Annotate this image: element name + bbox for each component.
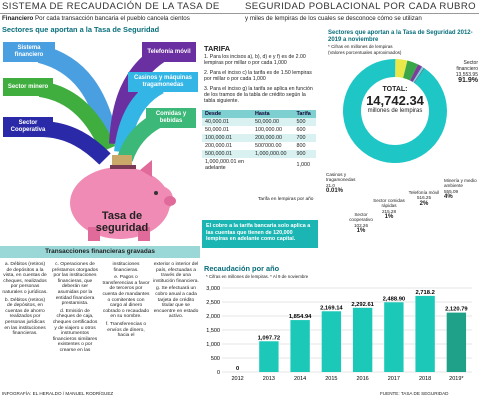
bar-value-label: 0 <box>236 366 239 372</box>
tarifa-note: Tarifa en lempiras por año <box>258 197 314 202</box>
bar-value-label: 2,120.79 <box>445 307 468 313</box>
y-tick-label: 2,000 <box>206 314 220 320</box>
table-row: 500,000.01 1,000,000.00 900 <box>202 150 316 158</box>
bar-value-label: 2,169.14 <box>320 305 343 311</box>
donut-note-1: * Cifras en millones de lempiras <box>328 44 393 49</box>
bar-value-label: 2,488.90 <box>383 296 406 302</box>
sector-minero: Sector minero <box>3 78 53 96</box>
y-tick-label: 1,500 <box>206 328 220 334</box>
piggy-bank-icon <box>70 155 176 241</box>
label-financiero: Sector financiero 13,553.95 91.9% <box>455 60 478 84</box>
sector-financiero: Sistema financiero <box>3 42 55 62</box>
x-tick-label: 2015 <box>325 376 337 382</box>
bar <box>321 311 342 372</box>
table-row: 200,000.01 500'000.00 800 <box>205 143 306 149</box>
label-cooperativo: Sector cooperativo 102.26 1% <box>349 212 373 235</box>
transactions-col-1: a. Débitos (retiros) de depósitos a la v… <box>2 262 48 337</box>
bar <box>290 320 310 372</box>
label-casinos: Casinos y tragamonedas 21.0 0.01% <box>326 172 356 195</box>
donut-slice <box>410 64 423 82</box>
sector-cooperativa: Sector Cooperativa <box>3 117 53 137</box>
donut-slice <box>413 67 425 83</box>
chart-title: Recaudación por año <box>204 264 280 273</box>
sector-comidas: Comidas y bebidas <box>146 108 196 128</box>
subtitle-right: y miles de lempiras de los cuales se des… <box>245 15 422 22</box>
table-row: 100,000.01 200,000.00 700 <box>202 134 316 142</box>
label-mineria: Minería y medio ambiente 555.09 4% <box>444 178 477 201</box>
donut-slice <box>395 59 408 78</box>
sector-telefonia: Telefonía móvil <box>142 42 196 62</box>
table-row: 40,000.01 50,000.00 500 <box>202 118 316 126</box>
donut-slice <box>403 60 418 81</box>
transactions-heading: Transacciones financieras gravadas <box>0 246 200 258</box>
tarifa-heading: TARIFA <box>204 44 231 53</box>
donut-slice <box>412 66 424 83</box>
bar-value-label: 2,718.2 <box>415 290 434 296</box>
sector-casinos: Casinos y máquinas tragamonedas <box>128 72 198 92</box>
table-row: 1,000,000.01 en adelante 1,000 <box>205 159 311 171</box>
transactions-col-3: instituciones financieras. e. Pagos o tra… <box>102 262 150 339</box>
label-comidas: Sector comidas rápidas 215.28 1% <box>373 198 405 221</box>
sectors-heading: Sectores que aportan a la Tasa de Seguri… <box>2 25 160 34</box>
bar <box>259 341 279 372</box>
subtitle-left: Financiero Por cada transacción bancaria… <box>2 15 190 22</box>
tarifa-table: Desde Hasta Tarifa 40,000.01 50,000.00 500 5… <box>202 110 316 172</box>
tarifa-rule-2: 2. Para el inciso c) la tarifa es de 1.5… <box>204 70 312 82</box>
bar <box>384 302 404 372</box>
x-tick-label: 2013 <box>263 376 275 382</box>
title-rule <box>0 13 479 14</box>
piggy-label: Tasa de seguridad <box>95 210 149 234</box>
x-tick-label: 2017 <box>388 376 400 382</box>
bar-value-label: 1,097.72 <box>258 335 281 341</box>
donut-slice <box>343 59 447 163</box>
label-telefonia: Telefonía móvil 516.25 2% <box>408 190 440 207</box>
donut-heading: Sectores que aportan a la Tasa de Seguri… <box>328 30 473 43</box>
title-left: SISTEMA DE RECAUDACIÓN DE LA TASA DE <box>2 1 220 12</box>
bar-chart: 0 500 1,000 1,500 2,000 2,500 3,000 0 2012 1,097.… <box>206 286 472 382</box>
bar-value-label: 1,854.94 <box>289 314 312 320</box>
footer-source: FUENTE: TASA DE SEGURIDAD <box>380 391 449 396</box>
bar <box>446 312 467 372</box>
x-tick-label: 2016 <box>357 376 369 382</box>
donut-chart <box>343 59 447 163</box>
footer-credit: INFOGRAFÍA: EL HERALDO / MANUEL RODRÍGUE… <box>2 391 114 396</box>
y-tick-label: 500 <box>211 356 220 362</box>
x-tick-label: 2019* <box>449 376 464 382</box>
bar <box>415 295 435 372</box>
table-row: 50,000.01 100,000.00 600 <box>205 127 306 133</box>
x-tick-label: 2018 <box>419 376 431 382</box>
donut-note-2: (Valores porcentuales aproximados) <box>328 50 402 55</box>
y-tick-label: 1,000 <box>206 342 220 348</box>
tarifa-callout: El cobro a la tarifa bancaria solo aplic… <box>202 220 318 248</box>
y-tick-label: 3,000 <box>206 286 220 292</box>
transactions-col-4: exterior o interior del país, efectuadas… <box>153 262 199 320</box>
donut-total: TOTAL: 14,742.34 millones de lempiras <box>366 86 424 114</box>
x-tick-label: 2012 <box>232 376 244 382</box>
bar <box>352 307 373 372</box>
bar-value-label: 2,292.61 <box>351 302 374 308</box>
x-tick-label: 2014 <box>294 376 306 382</box>
tarifa-rule-1: 1. Para los incisos a), b), d) e y f) es… <box>204 54 306 66</box>
chart-notes: * Cifras en millones de lempiras. * Al 9… <box>206 274 309 279</box>
title-right: SEGURIDAD POBLACIONAL POR CADA RUBRO <box>245 1 477 12</box>
transactions-col-2: c. Operaciones de préstamos otorgados po… <box>52 262 98 353</box>
tarifa-rule-3: 3. Para el inciso g) la tarifa se aplica… <box>204 86 313 104</box>
y-tick-label: 0 <box>217 370 220 376</box>
y-tick-label: 2,500 <box>206 300 220 306</box>
